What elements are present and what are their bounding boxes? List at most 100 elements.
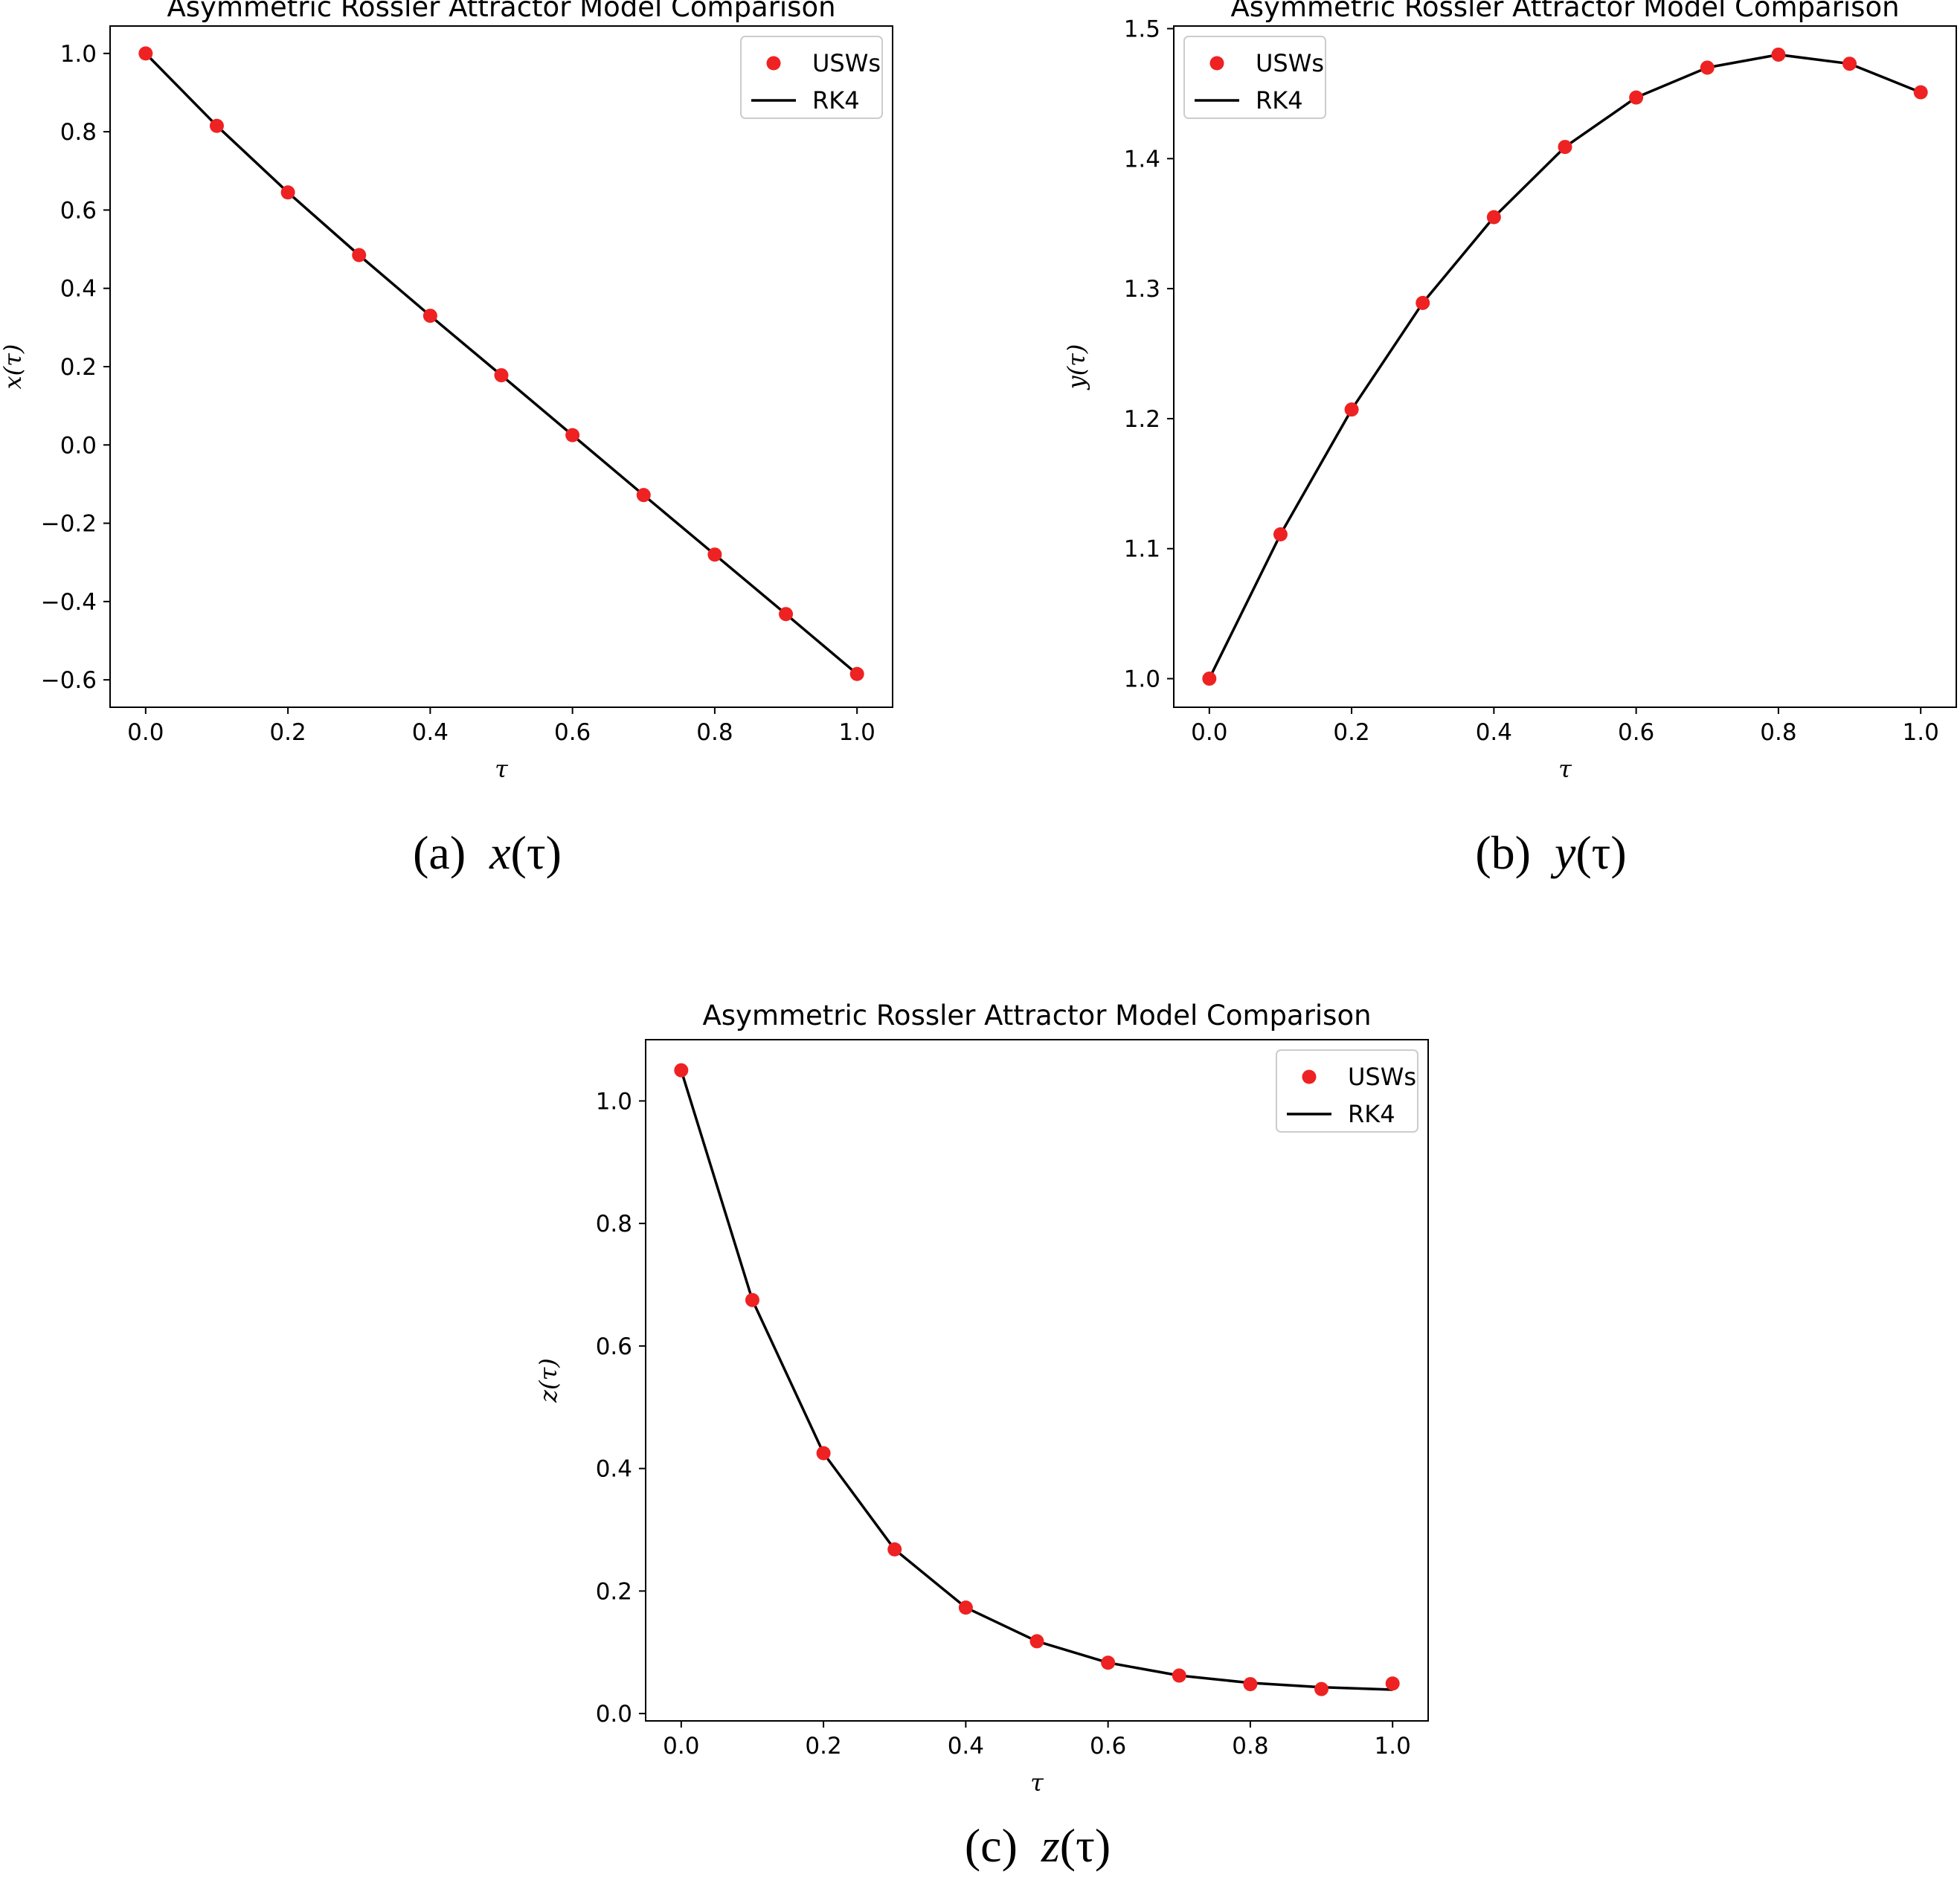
x-tick-label: 1.0 bbox=[839, 719, 875, 746]
data-point-usws bbox=[674, 1063, 689, 1078]
y-tick-label: 1.2 bbox=[1124, 406, 1160, 433]
y-tick-label: 0.4 bbox=[60, 276, 97, 303]
chart-svg-a: Asymmetric Rossler Attractor Model Compa… bbox=[0, 0, 893, 783]
x-tick-label: 0.6 bbox=[1090, 1733, 1126, 1760]
data-point-usws bbox=[1558, 140, 1572, 155]
legend: USWs RK4 bbox=[740, 36, 883, 119]
caption-label: (a) bbox=[413, 826, 466, 879]
data-point-usws bbox=[565, 428, 580, 442]
legend-marker-usws bbox=[1209, 56, 1224, 71]
data-point-usws bbox=[707, 547, 722, 562]
caption-b: (b) y(τ) bbox=[1475, 825, 1626, 881]
data-point-usws bbox=[1273, 527, 1288, 542]
legend: USWs RK4 bbox=[1276, 1049, 1418, 1133]
x-tick-label: 0.0 bbox=[127, 719, 164, 746]
x-tick-label: 0.8 bbox=[1232, 1733, 1268, 1760]
x-tick-label: 0.0 bbox=[1191, 719, 1227, 746]
y-tick-label: 0.0 bbox=[60, 432, 97, 459]
x-tick-label: 0.4 bbox=[1476, 719, 1512, 746]
chart-panel-c: Asymmetric Rossler Attractor Model Compa… bbox=[521, 982, 1488, 1886]
data-point-usws bbox=[887, 1542, 902, 1557]
x-tick-label: 0.2 bbox=[269, 719, 306, 746]
data-point-usws bbox=[1385, 1676, 1400, 1691]
plot-frame bbox=[645, 1039, 1429, 1722]
y-tick-label: 0.4 bbox=[596, 1456, 632, 1483]
y-tick-label: 0.8 bbox=[596, 1211, 632, 1238]
data-point-usws bbox=[422, 309, 437, 324]
chart-title: Asymmetric Rossler Attractor Model Compa… bbox=[702, 1000, 1371, 1031]
data-point-usws bbox=[352, 248, 367, 263]
y-tick-label: 1.3 bbox=[1124, 276, 1160, 303]
data-point-usws bbox=[209, 118, 224, 133]
legend-marker-usws bbox=[1302, 1069, 1317, 1084]
data-point-usws bbox=[1101, 1655, 1116, 1670]
caption-a: (a) x(τ) bbox=[413, 825, 562, 881]
y-tick-label: 0.8 bbox=[60, 119, 97, 146]
x-tick-label: 0.8 bbox=[1760, 719, 1796, 746]
data-point-usws bbox=[1771, 47, 1786, 62]
legend-label-usws: USWs bbox=[1348, 1063, 1416, 1091]
x-axis-label: τ bbox=[495, 755, 509, 783]
data-point-usws bbox=[745, 1293, 759, 1307]
y-tick-label: 0.2 bbox=[60, 354, 97, 381]
legend-label-usws: USWs bbox=[812, 49, 881, 77]
x-tick-label: 1.0 bbox=[1903, 719, 1939, 746]
y-tick-label: 0.2 bbox=[596, 1578, 632, 1605]
chart-svg-c: Asymmetric Rossler Attractor Model Compa… bbox=[534, 1000, 1429, 1797]
data-point-usws bbox=[958, 1600, 973, 1615]
data-point-usws bbox=[1629, 90, 1644, 105]
data-point-usws bbox=[1243, 1677, 1258, 1692]
chart-title: Asymmetric Rossler Attractor Model Compa… bbox=[1230, 0, 1899, 23]
caption-label: (c) bbox=[964, 1819, 1018, 1872]
legend-label-rk4: RK4 bbox=[812, 86, 860, 115]
y-tick-label: −0.4 bbox=[41, 589, 97, 616]
caption-label: (b) bbox=[1475, 826, 1531, 879]
legend-label-rk4: RK4 bbox=[1348, 1100, 1395, 1128]
data-point-usws bbox=[138, 46, 153, 61]
x-axis-label: τ bbox=[1030, 1768, 1044, 1797]
x-axis-label: τ bbox=[1558, 755, 1572, 783]
x-tick-label: 0.6 bbox=[554, 719, 591, 746]
data-point-usws bbox=[816, 1446, 831, 1461]
x-tick-label: 0.6 bbox=[1618, 719, 1654, 746]
y-axis-label: y(τ) bbox=[1062, 344, 1090, 391]
y-tick-label: −0.2 bbox=[41, 511, 97, 538]
data-point-usws bbox=[1314, 1681, 1329, 1696]
caption-argument: (τ) bbox=[1575, 826, 1627, 879]
y-tick-label: 1.0 bbox=[1124, 666, 1160, 693]
data-point-usws bbox=[1913, 85, 1928, 100]
data-point-usws bbox=[1700, 60, 1715, 75]
y-tick-label: −0.6 bbox=[41, 667, 97, 694]
caption-variable: z bbox=[1041, 1819, 1060, 1872]
series-line-rk4 bbox=[680, 1069, 1393, 1691]
y-axis-label: x(τ) bbox=[0, 344, 27, 390]
data-point-usws bbox=[1029, 1634, 1044, 1649]
x-tick-label: 1.0 bbox=[1375, 1733, 1411, 1760]
caption-variable: y bbox=[1554, 826, 1576, 879]
series-line-rk4 bbox=[144, 52, 858, 675]
caption-variable: x bbox=[489, 826, 511, 879]
chart-svg-b: Asymmetric Rossler Attractor Model Compa… bbox=[1062, 0, 1957, 783]
x-tick-label: 0.4 bbox=[412, 719, 449, 746]
data-point-usws bbox=[779, 607, 794, 622]
chart-title: Asymmetric Rossler Attractor Model Compa… bbox=[167, 0, 835, 23]
x-tick-label: 0.2 bbox=[1333, 719, 1369, 746]
plot-frame bbox=[1173, 25, 1957, 708]
y-axis-label: z(τ) bbox=[534, 1358, 562, 1403]
chart-panel-a: Asymmetric Rossler Attractor Model Compa… bbox=[0, 0, 907, 879]
caption-c: (c) z(τ) bbox=[965, 1818, 1111, 1873]
x-tick-label: 0.0 bbox=[663, 1733, 699, 1760]
data-point-usws bbox=[280, 185, 295, 200]
caption-argument: (τ) bbox=[510, 826, 562, 879]
plot-frame bbox=[109, 25, 893, 708]
data-point-usws bbox=[1486, 210, 1501, 225]
data-point-usws bbox=[1416, 295, 1430, 310]
legend-label-rk4: RK4 bbox=[1256, 86, 1303, 115]
y-tick-label: 1.1 bbox=[1124, 536, 1160, 563]
y-tick-label: 1.5 bbox=[1124, 16, 1160, 42]
data-point-usws bbox=[1202, 672, 1217, 686]
data-point-usws bbox=[1842, 57, 1857, 71]
data-point-usws bbox=[1344, 402, 1359, 417]
legend-label-usws: USWs bbox=[1256, 49, 1324, 77]
y-tick-label: 1.0 bbox=[596, 1088, 632, 1115]
